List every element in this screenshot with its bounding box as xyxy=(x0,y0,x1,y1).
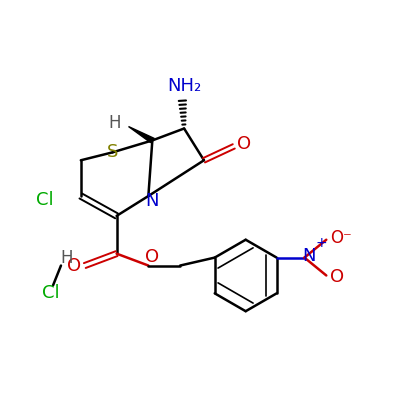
Text: +: + xyxy=(315,236,327,250)
Text: H: H xyxy=(61,249,73,267)
Polygon shape xyxy=(128,126,154,142)
Text: O⁻: O⁻ xyxy=(330,229,352,247)
Text: NH₂: NH₂ xyxy=(167,76,201,94)
Text: O: O xyxy=(237,135,251,153)
Text: Cl: Cl xyxy=(42,284,60,302)
Text: O: O xyxy=(67,256,81,274)
Text: N: N xyxy=(146,192,159,210)
Text: O: O xyxy=(145,248,159,266)
Text: S: S xyxy=(107,143,118,161)
Text: Cl: Cl xyxy=(36,191,54,209)
Text: H: H xyxy=(108,114,121,132)
Text: N: N xyxy=(302,247,316,265)
Text: O: O xyxy=(330,268,344,286)
